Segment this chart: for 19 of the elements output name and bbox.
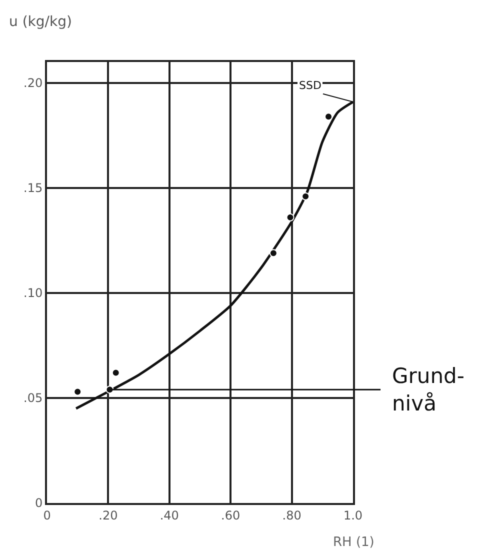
y-tick-label: .10 [24, 286, 43, 300]
annotation: SSD [299, 79, 322, 92]
x-tick-label: 1.0 [343, 508, 363, 522]
y-tick-label: .05 [24, 391, 43, 406]
x-tick-label: .60 [221, 508, 240, 522]
y-axis-title: u (kg/kg) [9, 14, 72, 30]
point [302, 192, 310, 200]
y-tick-label: .20 [24, 76, 43, 90]
ref-line-label: Grund- nivå [392, 364, 464, 416]
point [112, 368, 120, 377]
point [269, 249, 278, 258]
x-axis-title: RH (1) [333, 535, 374, 550]
x-tick-label: .20 [98, 508, 118, 522]
x-tick-label: .80 [282, 508, 302, 522]
y-tick-label: .15 [24, 181, 43, 196]
y-tick-label: 0 [34, 496, 43, 510]
point [74, 388, 82, 396]
x-tick-label: .40 [160, 508, 179, 522]
point [286, 213, 294, 222]
